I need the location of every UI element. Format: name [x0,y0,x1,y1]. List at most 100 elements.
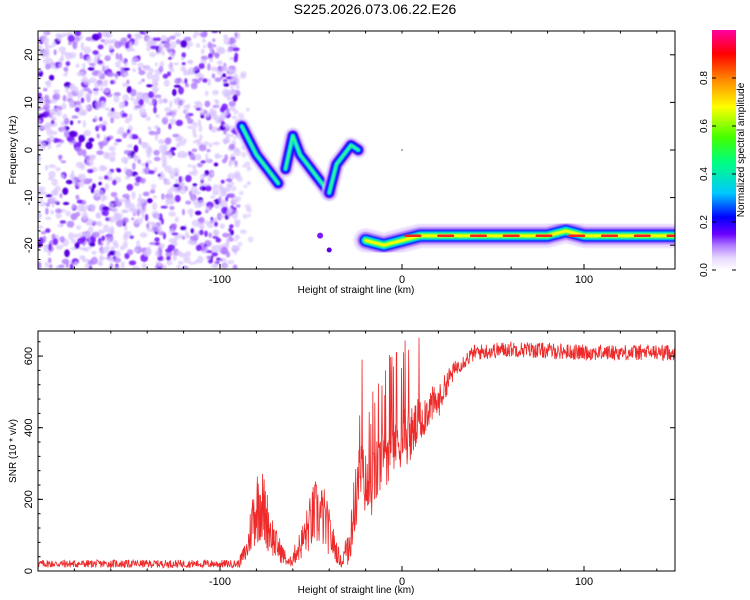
noise-blob [125,203,132,207]
noise-blob [162,98,169,104]
noise-blob [110,80,114,85]
noise-blob [102,65,108,71]
noise-blob [131,57,139,63]
noise-blob [65,61,71,67]
noise-blob [137,67,142,71]
noise-blob [45,63,51,70]
noise-blob [95,221,99,226]
noise-blob [45,194,53,198]
noise-blob [225,240,230,248]
noise-blob [205,185,212,192]
noise-blob [50,120,55,125]
noise-blob [52,40,57,47]
noise-blob [74,242,80,249]
noise-blob [60,174,65,179]
noise-blob [192,168,198,177]
noise-blob [56,144,60,148]
noise-blob [176,264,181,269]
noise-blob [120,66,124,75]
noise-blob [155,37,162,41]
noise-blob [225,196,229,202]
noise-blob [160,218,164,225]
noise-blob [45,45,49,54]
noise-blob [138,81,143,85]
signal-arc-path [327,143,360,195]
snr-y-tick-label: 600 [23,347,35,365]
noise-blob [91,250,97,255]
spectrogram-y-tick-label: -10 [23,190,35,206]
noise-blob [202,44,207,49]
noise-blob [133,99,137,106]
noise-blob [240,73,246,80]
noise-blob [67,34,75,43]
noise-blob [109,225,115,234]
noise-blob [192,133,198,138]
noise-blob [132,135,139,140]
noise-blob [227,172,235,181]
noise-blob [171,109,178,113]
noise-blob [217,60,223,66]
snr-x-tick-label: 100 [575,576,593,588]
noise-blob [168,152,173,159]
noise-blob [45,216,52,220]
noise-blob [235,196,242,202]
noise-blob [173,32,181,37]
noise-blob [48,164,56,169]
noise-blob [98,181,102,186]
noise-blob [96,133,100,139]
noise-blob [184,78,188,84]
noise-blob [148,91,154,99]
noise-blob [179,150,186,159]
noise-blob [175,39,181,45]
noise-blob [242,229,247,234]
noise-blob [229,157,236,165]
noise-blob [115,138,122,143]
noise-blob [108,202,115,208]
noise-blob [162,144,168,151]
noise-blob [97,60,103,65]
noise-blob [127,143,133,149]
noise-blob [41,37,49,43]
noise-blob [198,124,203,133]
noise-blob [228,67,234,73]
noise-blob [45,202,50,207]
noise-blob [235,147,239,151]
noise-blob [197,218,204,222]
noise-blob [222,65,228,72]
noise-blob [38,107,43,111]
noise-blob [149,189,156,194]
noise-blob [232,264,238,269]
noise-blob [123,149,132,155]
noise-blob [62,125,66,133]
noise-blob [221,88,229,97]
noise-blob [207,78,211,86]
noise-blob [72,139,76,145]
noise-blob [241,152,247,158]
noise-blob [80,42,85,51]
noise-blob [183,256,191,264]
noise-blob [207,63,211,71]
noise-blob [112,179,117,186]
noise-blob [58,46,66,53]
noise-blob [62,113,68,120]
noise-blob [40,231,47,235]
noise-blob [233,250,238,255]
noise-blob [65,210,71,217]
noise-blob [98,247,107,254]
noise-blob [104,183,110,191]
noise-blob [90,235,95,244]
noise-blob [38,225,44,229]
noise-blob [131,266,140,269]
noise-blob [210,66,218,72]
noise-blob [212,235,219,239]
noise-blob [170,223,178,229]
noise-blob [87,218,94,226]
noise-blob [146,227,154,232]
noise-blob [175,251,183,256]
snr-plot-area [38,337,675,569]
noise-blob [97,70,103,77]
noise-blob [192,198,197,205]
noise-blob [85,93,91,102]
noise-blob [148,170,155,175]
